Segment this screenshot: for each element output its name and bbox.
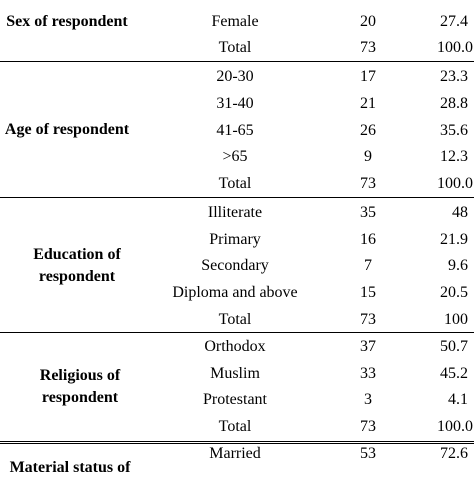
category-age: Age of respondent	[5, 121, 129, 139]
row-count: 17	[360, 68, 376, 85]
row-percent: 72.6	[440, 445, 468, 462]
row-label: Muslim	[210, 365, 260, 382]
row-count: 7	[364, 257, 372, 274]
row-count: 53	[360, 445, 376, 462]
row-count: 26	[360, 122, 376, 139]
row-label: 31-40	[216, 95, 254, 112]
row-percent: 100.0	[437, 418, 473, 435]
category-sex-label: Sex of respondent	[6, 13, 128, 30]
section-rule	[0, 443, 474, 444]
category-marital-label: Material status of	[9, 459, 131, 476]
row-percent: 20.5	[440, 284, 468, 301]
row-count: 37	[360, 338, 376, 355]
row-label: Total	[218, 39, 252, 56]
row-percent: 100.0	[437, 39, 473, 56]
category-sex: Sex of respondent	[6, 13, 128, 31]
row-percent: 27.4	[440, 13, 468, 30]
row-label: Secondary	[201, 257, 269, 274]
row-label: Total	[218, 418, 252, 435]
row-percent: 4.1	[448, 391, 468, 408]
row-label: Married	[209, 445, 261, 462]
row-percent: 100.0	[437, 175, 473, 192]
category-age-label: Age of respondent	[4, 121, 130, 138]
row-percent: 35.6	[440, 122, 468, 139]
row-count: 15	[360, 284, 376, 301]
category-religion: Religious of respondent	[40, 367, 120, 407]
row-label: Diploma and above	[172, 284, 298, 301]
row-label: Protestant	[203, 391, 267, 408]
row-percent: 21.9	[440, 231, 468, 248]
category-marital: Material status of	[10, 459, 131, 477]
row-count: 73	[360, 311, 376, 328]
row-label: 41-65	[216, 122, 254, 139]
category-education-line2: respondent	[38, 268, 116, 285]
row-label: Primary	[209, 231, 261, 248]
row-count: 3	[364, 391, 372, 408]
row-percent: 28.8	[440, 95, 468, 112]
row-label: >65	[222, 148, 248, 165]
section-rule	[0, 441, 474, 442]
row-count: 73	[360, 175, 376, 192]
row-label: Orthodox	[204, 338, 266, 355]
category-religion-line2: respondent	[41, 389, 119, 406]
row-percent: 50.7	[440, 338, 468, 355]
section-rule	[0, 197, 474, 198]
section-rule	[0, 332, 474, 333]
row-percent: 23.3	[440, 68, 468, 85]
row-count: 35	[360, 204, 376, 221]
row-percent: 12.3	[440, 148, 468, 165]
row-count: 20	[360, 13, 376, 30]
row-count: 73	[360, 418, 376, 435]
row-percent: 9.6	[448, 257, 468, 274]
category-education: Education of respondent	[33, 246, 121, 286]
row-count: 21	[360, 95, 376, 112]
row-label: Female	[211, 13, 259, 30]
row-percent: 48	[452, 204, 468, 221]
section-rule	[0, 61, 474, 62]
row-count: 33	[360, 365, 376, 382]
row-label: Total	[218, 175, 252, 192]
row-count: 16	[360, 231, 376, 248]
row-label: Total	[218, 311, 252, 328]
row-label: 20-30	[216, 68, 254, 85]
row-count: 9	[364, 148, 372, 165]
category-education-line1: Education of	[33, 246, 121, 263]
row-count: 73	[360, 39, 376, 56]
row-percent: 45.2	[440, 365, 468, 382]
category-religion-line1: Religious of	[39, 367, 121, 384]
row-label: Illiterate	[207, 204, 263, 221]
row-percent: 100	[444, 311, 468, 328]
